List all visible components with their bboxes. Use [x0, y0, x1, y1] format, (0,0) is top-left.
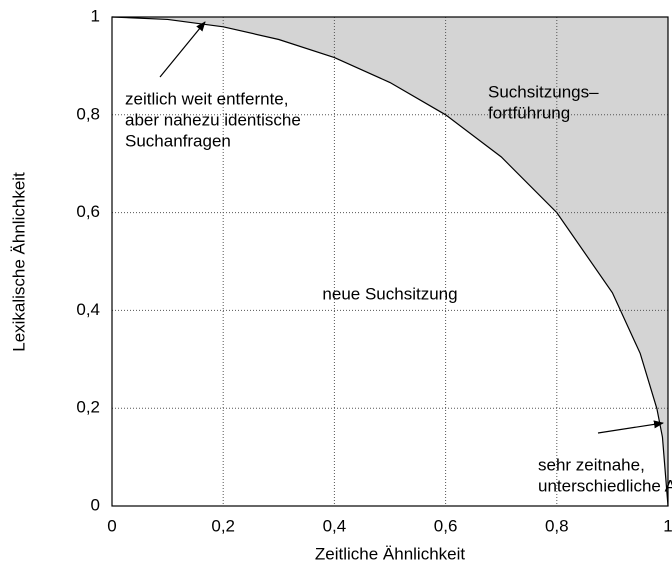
- y-tick-label: 0,8: [76, 104, 100, 123]
- y-tick-label: 0,2: [76, 398, 100, 417]
- y-tick-label: 1: [91, 6, 100, 25]
- x-tick-label: 0,6: [434, 516, 458, 535]
- shaded-area: [112, 17, 668, 506]
- x-axis-label: Zeitliche Ähnlichkeit: [315, 544, 466, 563]
- annotation: neue Suchsitzung: [322, 284, 457, 303]
- annotation: aber nahezu identische: [125, 110, 301, 129]
- annotation: Suchsitzungs–: [488, 82, 599, 101]
- annotation: fortführung: [488, 103, 570, 122]
- annotation: sehr zeitnahe,: [538, 455, 645, 474]
- y-tick-label: 0,4: [76, 300, 100, 319]
- x-tick-label: 1: [663, 516, 672, 535]
- x-tick-label: 0,8: [545, 516, 569, 535]
- y-tick-label: 0: [91, 495, 100, 514]
- x-tick-label: 0,2: [211, 516, 235, 535]
- arrow: [597, 420, 664, 434]
- x-tick-label: 0: [107, 516, 116, 535]
- annotation: zeitlich weit entfernte,: [125, 89, 288, 108]
- y-axis-label: Lexikalische Ähnlichkeit: [9, 172, 28, 352]
- x-tick-label: 0,4: [323, 516, 347, 535]
- arrow: [159, 21, 206, 78]
- annotation: unterschiedliche Anfragen: [538, 476, 672, 495]
- plot-frame: [111, 16, 669, 507]
- annotation: Suchanfragen: [125, 131, 231, 150]
- curve: [111, 16, 669, 507]
- y-tick-label: 0,6: [76, 202, 100, 221]
